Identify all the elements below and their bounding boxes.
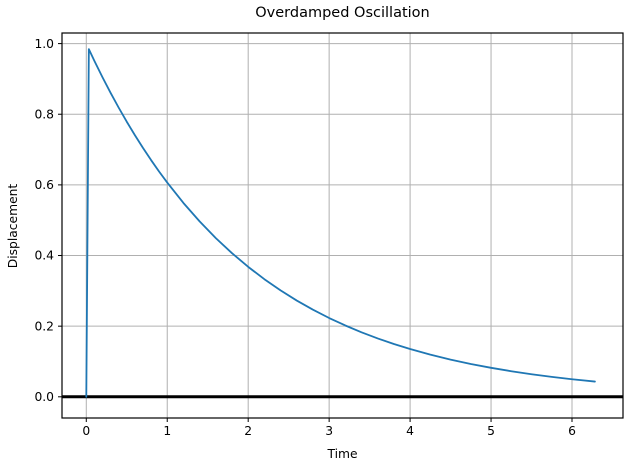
y-tick-label: 0.6: [34, 178, 54, 192]
y-tick-label: 1.0: [34, 37, 54, 51]
x-tick-label: 1: [163, 424, 171, 438]
y-tick-label: 0.2: [34, 319, 54, 333]
x-tick-label: 2: [244, 424, 252, 438]
x-tick-label: 4: [406, 424, 414, 438]
x-tick-label: 5: [487, 424, 495, 438]
x-tick-label: 3: [325, 424, 333, 438]
x-tick-label: 0: [82, 424, 90, 438]
series-line-displacement: [85, 48, 596, 398]
y-axis-label: Displacement: [6, 183, 20, 269]
x-tick-label: 6: [568, 424, 576, 438]
x-axis-label: Time: [327, 447, 358, 461]
y-tick-label: 0.4: [34, 249, 54, 263]
chart-title: Overdamped Oscillation: [255, 5, 430, 21]
plot-border: [61, 32, 624, 419]
y-tick-label: 0.8: [34, 107, 54, 121]
y-tick-label: 0.0: [34, 390, 54, 404]
